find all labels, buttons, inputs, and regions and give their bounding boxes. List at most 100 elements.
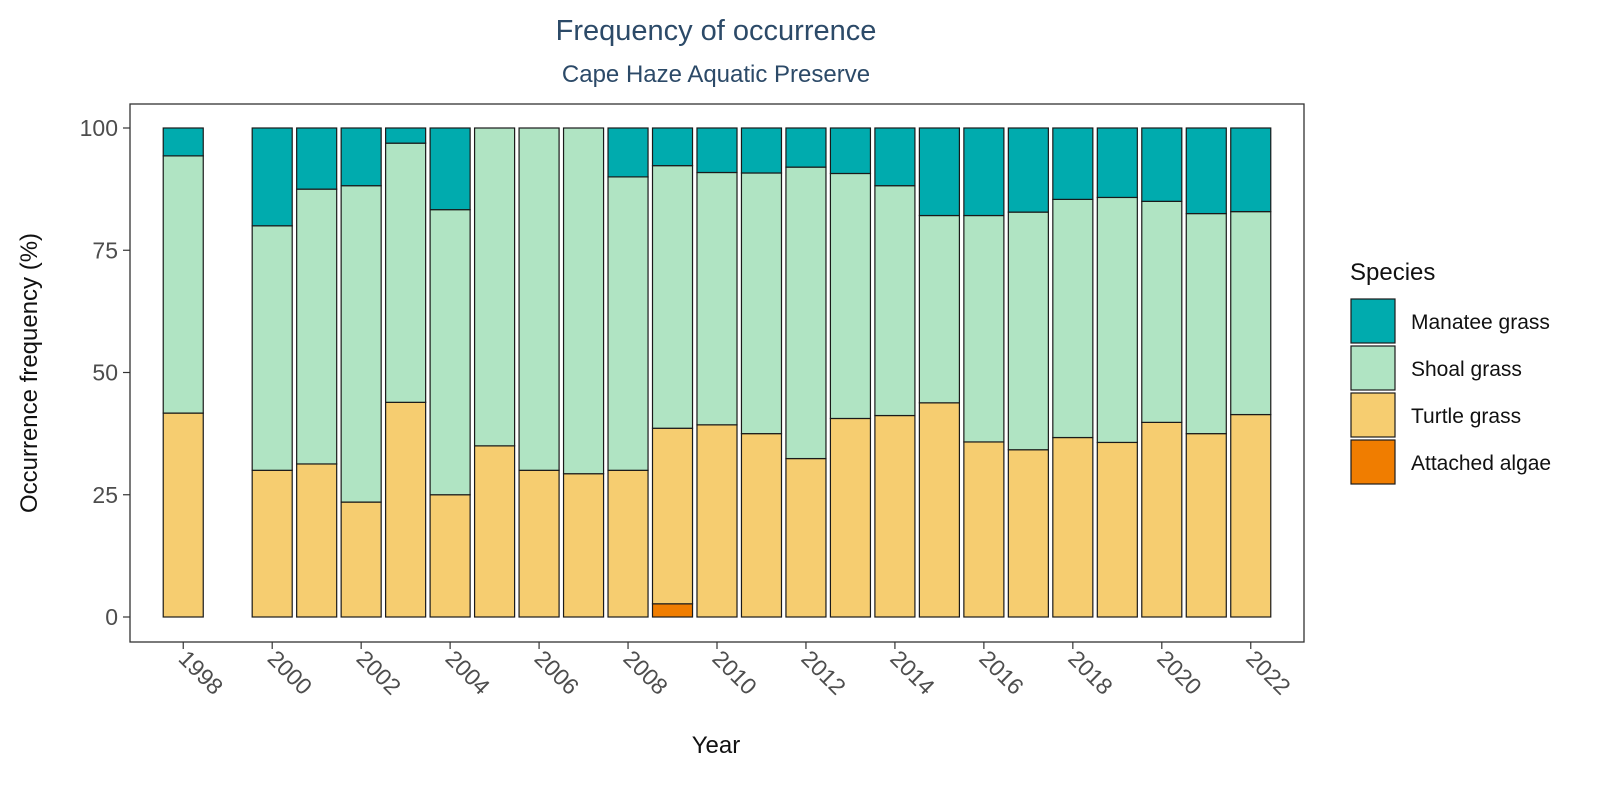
legend-label-turtle-grass: Turtle grass — [1411, 405, 1521, 428]
bar-shoal-grass-2004 — [429, 209, 471, 496]
x-tick-label: 2014 — [885, 645, 940, 700]
y-tick-label: 25 — [92, 482, 118, 508]
bar-manatee-grass-2020 — [1141, 127, 1183, 202]
bar-manatee-grass-2019 — [1096, 127, 1138, 199]
x-tick-label: 1998 — [174, 645, 229, 700]
legend-key-shoal-grass — [1350, 345, 1396, 391]
x-tick-label: 2010 — [707, 645, 762, 700]
legend-key-manatee-grass — [1350, 298, 1396, 344]
bar-turtle-grass-2010 — [696, 424, 738, 618]
bar-turtle-grass-2000 — [251, 469, 293, 618]
bar-turtle-grass-2007 — [562, 473, 605, 618]
bar-manatee-grass-2003 — [385, 127, 427, 144]
bar-turtle-grass-2009 — [651, 427, 694, 605]
legend-title: Species — [1350, 259, 1435, 286]
y-tick-label: 50 — [92, 360, 118, 386]
bar-manatee-grass-2015 — [918, 127, 961, 217]
bars-layer — [162, 127, 1272, 618]
bar-manatee-grass-2009 — [651, 127, 694, 167]
y-axis: 0 25 50 75 100 — [80, 115, 130, 630]
bar-shoal-grass-2008 — [607, 176, 649, 471]
y-axis-title: Occurrence frequency (%) — [16, 233, 43, 513]
bar-shoal-grass-2000 — [251, 225, 293, 471]
bar-manatee-grass-2002 — [340, 127, 382, 187]
bar-shoal-grass-2016 — [963, 214, 1005, 443]
bar-shoal-grass-1998 — [162, 155, 204, 414]
bar-shoal-grass-2002 — [340, 185, 382, 503]
legend: Species Manatee grass Shoal grass Turtle g… — [1350, 259, 1551, 485]
bar-turtle-grass-2006 — [518, 469, 560, 618]
bar-shoal-grass-2010 — [696, 171, 738, 426]
bar-shoal-grass-2020 — [1141, 200, 1183, 423]
y-tick-label: 100 — [80, 115, 118, 141]
legend-label-attached-algae: Attached algae — [1411, 452, 1551, 475]
bar-manatee-grass-2011 — [740, 127, 783, 174]
bar-turtle-grass-2003 — [385, 401, 427, 618]
bar-shoal-grass-2015 — [918, 214, 961, 404]
bar-shoal-grass-2001 — [296, 188, 338, 465]
bar-turtle-grass-2020 — [1141, 421, 1183, 618]
bar-shoal-grass-2007 — [562, 127, 605, 475]
bar-attached-algae-2009 — [651, 603, 694, 618]
x-tick-label: 2000 — [263, 645, 318, 700]
chart-subtitle: Cape Haze Aquatic Preserve — [562, 61, 870, 88]
legend-label-manatee-grass: Manatee grass — [1411, 311, 1550, 334]
x-axis-title: Year — [692, 732, 741, 759]
bar-manatee-grass-1998 — [162, 127, 204, 157]
bar-manatee-grass-2013 — [829, 127, 872, 175]
x-axis: 1998 2000 2002 2004 2006 2008 2010 2012 2014 2016… — [174, 642, 1296, 700]
bar-turtle-grass-2013 — [829, 417, 872, 618]
bar-manatee-grass-2001 — [296, 127, 338, 190]
chart-title: Frequency of occurrence — [556, 15, 877, 47]
y-tick-label: 0 — [105, 604, 118, 630]
legend-label-shoal-grass: Shoal grass — [1411, 358, 1522, 381]
bar-turtle-grass-2012 — [785, 457, 827, 618]
x-tick-label: 2020 — [1152, 645, 1207, 700]
x-tick-label: 2008 — [619, 645, 674, 700]
bar-manatee-grass-2010 — [696, 127, 738, 174]
bar-shoal-grass-2009 — [651, 165, 694, 429]
bar-turtle-grass-2018 — [1052, 436, 1094, 618]
x-tick-label: 2004 — [441, 645, 496, 700]
y-tick-label: 75 — [92, 237, 118, 263]
legend-key-attached-algae — [1350, 439, 1396, 485]
bar-shoal-grass-2014 — [874, 185, 916, 417]
bar-manatee-grass-2008 — [607, 127, 649, 178]
x-tick-label: 2022 — [1241, 645, 1296, 700]
bar-shoal-grass-2012 — [785, 166, 827, 460]
bar-manatee-grass-2016 — [963, 127, 1005, 217]
bar-shoal-grass-2013 — [829, 172, 872, 420]
bar-shoal-grass-2018 — [1052, 198, 1094, 439]
bar-shoal-grass-2022 — [1230, 211, 1272, 416]
x-tick-label: 2016 — [974, 645, 1029, 700]
bar-turtle-grass-2011 — [740, 433, 783, 618]
bar-manatee-grass-2012 — [785, 127, 827, 168]
bar-manatee-grass-2014 — [874, 127, 916, 187]
bar-shoal-grass-2019 — [1096, 196, 1138, 444]
bar-turtle-grass-2004 — [429, 494, 471, 618]
bar-shoal-grass-2006 — [518, 127, 560, 471]
bar-shoal-grass-2021 — [1185, 212, 1227, 435]
bar-turtle-grass-2014 — [874, 414, 916, 618]
x-tick-label: 2002 — [352, 645, 407, 700]
bar-turtle-grass-2015 — [918, 402, 961, 618]
bar-turtle-grass-2008 — [607, 469, 649, 618]
legend-key-turtle-grass — [1350, 392, 1396, 438]
bar-turtle-grass-2017 — [1007, 449, 1049, 618]
x-tick-label: 2018 — [1063, 645, 1118, 700]
bar-turtle-grass-2016 — [963, 441, 1005, 618]
bar-shoal-grass-2017 — [1007, 211, 1049, 451]
bar-turtle-grass-2005 — [473, 445, 516, 618]
bar-manatee-grass-2004 — [429, 127, 471, 211]
bar-manatee-grass-2000 — [251, 127, 293, 227]
bar-turtle-grass-2022 — [1230, 413, 1272, 618]
bar-shoal-grass-2005 — [473, 127, 516, 447]
x-tick-label: 2012 — [796, 645, 851, 700]
bar-turtle-grass-2001 — [296, 463, 338, 618]
bar-manatee-grass-2017 — [1007, 127, 1049, 213]
bar-turtle-grass-2019 — [1096, 441, 1138, 618]
bar-turtle-grass-2021 — [1185, 433, 1227, 618]
bar-manatee-grass-2021 — [1185, 127, 1227, 215]
